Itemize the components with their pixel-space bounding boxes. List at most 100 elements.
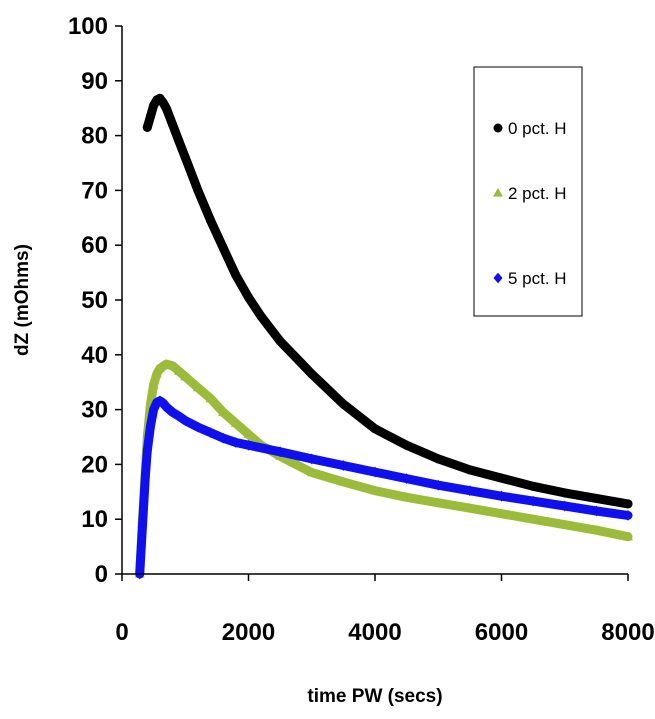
data-point (370, 485, 380, 495)
data-point (465, 465, 475, 475)
data-point (180, 371, 191, 381)
data-point (464, 503, 475, 512)
data-point (155, 363, 165, 373)
data-point (193, 421, 203, 433)
data-point (180, 415, 190, 426)
x-tick-label: 6000 (475, 619, 528, 646)
data-point (402, 473, 412, 485)
data-point (140, 469, 150, 481)
data-point (256, 311, 266, 321)
data-point (623, 531, 633, 541)
data-point (307, 369, 317, 379)
data-point (623, 509, 633, 521)
data-point (465, 485, 475, 497)
data-point (137, 535, 147, 547)
legend-label: 0 pct. H (508, 119, 567, 138)
data-point (180, 153, 190, 163)
data-point (306, 467, 317, 477)
data-point (161, 401, 171, 413)
x-axis-title: time PW (secs) (307, 686, 442, 707)
data-point (591, 493, 601, 503)
data-point (205, 393, 216, 403)
data-point (167, 360, 178, 370)
data-point (168, 406, 178, 418)
data-point (338, 399, 348, 409)
data-point (433, 497, 444, 507)
data-point (244, 292, 253, 302)
legend: 0 pct. H 2 pct. H 5 pct. H (473, 66, 583, 317)
y-tick-label: 70 (81, 177, 108, 204)
y-tick-label: 20 (81, 451, 108, 478)
y-tick-label: 0 (95, 561, 108, 588)
data-point (370, 466, 380, 478)
data-point (559, 519, 570, 529)
y-axis-title: dZ (mOhms) (12, 244, 33, 356)
data-point (218, 407, 229, 416)
legend-marker (493, 272, 503, 284)
legend-label: 5 pct. H (508, 269, 567, 288)
data-point (218, 243, 228, 253)
x-tick-label: 4000 (348, 619, 401, 646)
data-point (142, 445, 152, 457)
data-point (168, 120, 178, 130)
y-tick-label: 90 (81, 68, 108, 95)
legend-box (473, 66, 583, 317)
y-tick-label: 50 (81, 287, 108, 314)
y-tick-label: 60 (81, 232, 108, 259)
data-point (307, 453, 317, 465)
x-tick-label: 8000 (601, 619, 654, 646)
data-point (497, 473, 506, 483)
data-point (275, 446, 285, 458)
data-point (206, 427, 216, 439)
data-point (560, 488, 570, 498)
data-point (528, 514, 539, 523)
y-tick-label: 80 (81, 123, 108, 150)
data-point (243, 429, 254, 438)
axes: 0 10 20 30 40 50 60 70 80 90 100 0 2000 4000 6000 8000 (68, 13, 655, 646)
data-point (528, 495, 538, 507)
data-point (244, 439, 253, 451)
data-point (496, 508, 507, 518)
data-point (173, 366, 184, 375)
data-point (433, 454, 443, 464)
data-point (338, 476, 349, 486)
x-tick-label: 0 (115, 619, 128, 646)
data-point (148, 379, 159, 389)
data-point (145, 420, 155, 432)
data-point (218, 432, 228, 444)
x-axis-ticks: 0 2000 4000 6000 8000 (115, 574, 655, 646)
data-point (142, 122, 152, 132)
data-point (370, 424, 380, 434)
series-0 (142, 93, 633, 509)
data-point (145, 111, 155, 121)
data-point (192, 382, 203, 392)
data-point (623, 499, 633, 509)
data-point (275, 336, 285, 346)
data-point (230, 418, 241, 427)
y-tick-label: 30 (81, 397, 108, 424)
y-tick-label: 100 (68, 13, 108, 40)
data-point (231, 270, 241, 280)
y-tick-label: 10 (81, 506, 108, 533)
data-point (591, 505, 601, 517)
y-tick-label: 40 (81, 342, 108, 369)
data-point (193, 185, 203, 195)
legend-marker (493, 187, 503, 197)
data-point (338, 460, 348, 471)
data-point (149, 404, 159, 415)
series-1 (134, 358, 633, 579)
series-2 (135, 395, 633, 580)
legend-label: 2 pct. H (508, 184, 567, 203)
data-point (591, 524, 602, 534)
data-point (161, 103, 171, 113)
data-point (528, 481, 538, 491)
plot-area (134, 93, 633, 580)
data-point (206, 216, 216, 226)
data-point (161, 358, 172, 368)
data-point (402, 440, 412, 450)
data-point (139, 502, 149, 514)
data-point (174, 136, 184, 146)
legend-marker (493, 123, 503, 133)
